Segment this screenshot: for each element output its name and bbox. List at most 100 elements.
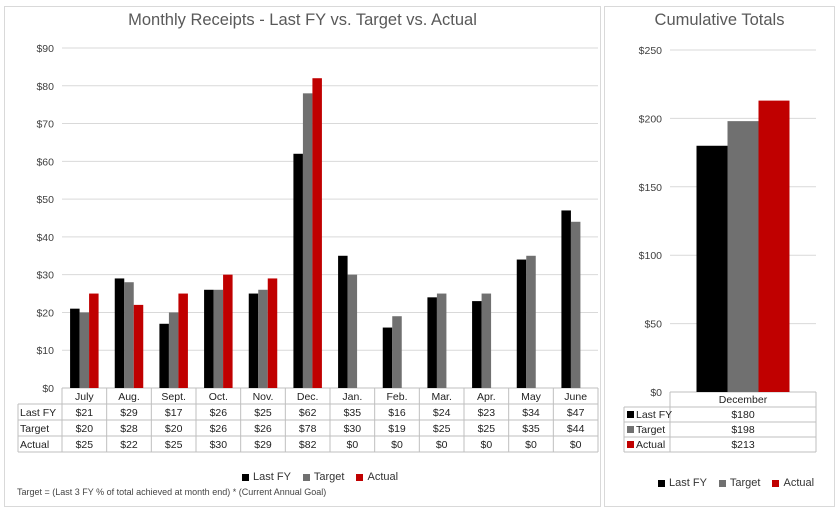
monthly-chart-title: Monthly Receipts - Last FY vs. Target vs… [128,11,477,29]
data-table-value: $30 [344,423,362,435]
data-table-value: $29 [120,407,138,419]
data-table-value: $82 [299,439,317,451]
y-tick-label: $70 [36,119,54,131]
data-table-value: $20 [76,423,94,435]
data-table-series-name: Last FY [636,409,672,421]
y-tick-label: $150 [639,182,663,194]
data-table-value: $0 [525,439,537,451]
y-tick-label: $50 [644,319,662,331]
x-tick-label: July [75,391,94,403]
bar-actual [223,274,233,388]
bar-last-fy [159,323,169,388]
data-table-value: $19 [388,423,406,435]
y-tick-label: $100 [639,250,663,262]
data-table-value: $180 [731,409,755,421]
x-tick-label: December [719,394,768,406]
bar-last-fy [204,289,214,388]
legend-item-actual: Actual [356,471,398,483]
data-table-value: $0 [346,439,358,451]
bar-target [79,312,90,388]
data-table-value: $0 [480,439,492,451]
data-table-value: $34 [522,407,540,419]
bar-target [392,316,402,388]
data-table-value: $29 [254,439,272,451]
data-table-value: $35 [522,423,540,435]
data-table-value: $20 [165,423,183,435]
data-table-value: $47 [567,407,585,419]
cumulative-chart-title: Cumulative Totals [654,11,785,29]
legend-item-actual: Actual [772,477,814,489]
bar-actual [178,293,188,388]
x-tick-label: May [521,391,542,403]
bar-target [213,289,224,388]
bar-target [168,312,179,388]
bar-last-fy [382,327,393,388]
y-tick-label: $0 [650,387,662,399]
legend-item-last-fy: Last FY [242,471,291,483]
target-footnote: Target = (Last 3 FY % of total achieved … [17,487,327,497]
data-table-value: $30 [210,439,228,451]
legend-item-target: Target [718,477,760,489]
data-table-value: $25 [433,423,451,435]
data-table-value: $25 [254,407,272,419]
y-tick-label: $30 [36,270,54,282]
bar-last-fy [114,278,125,388]
data-table-series-name: Actual [636,439,665,451]
data-table-value: $24 [433,407,451,419]
y-tick-label: $250 [639,45,663,57]
data-table-value: $25 [165,439,183,451]
y-tick-label: $60 [36,156,54,168]
bar-last-fy [472,301,482,388]
data-table-value: $25 [478,423,496,435]
legend-item-last-fy: Last FY [658,477,707,489]
bar-actual [267,278,278,388]
data-table-value: $26 [254,423,272,435]
x-tick-label: Aug. [118,391,140,403]
bar-target [347,274,358,388]
y-tick-label: $200 [639,113,663,125]
x-tick-label: Apr. [477,391,496,403]
data-table-series-name: Actual [20,439,49,451]
data-table-value: $22 [120,439,138,451]
legend-item-target: Target [302,471,344,483]
y-tick-label: $90 [36,43,54,55]
data-table-value: $213 [731,439,755,451]
x-tick-label: Oct. [209,391,228,403]
bar-target [727,121,759,393]
x-tick-label: Nov. [253,391,274,403]
bar-last-fy [70,308,80,388]
data-table-series-name: Target [636,424,665,436]
data-table-series-name: Last FY [20,407,56,419]
y-tick-label: $80 [36,81,54,93]
bar-actual [312,78,322,388]
bar-last-fy [338,255,348,388]
y-tick-label: $20 [36,307,54,319]
x-tick-label: Jan. [342,391,362,403]
data-table-value: $0 [391,439,403,451]
bar-actual [758,100,790,392]
x-tick-label: Mar. [431,391,451,403]
data-table-value: $62 [299,407,317,419]
bar-last-fy [427,297,437,388]
data-table-value: $26 [210,407,228,419]
bar-last-fy [696,145,728,392]
y-tick-label: $0 [42,383,54,395]
legend-key-swatch [627,411,634,418]
bar-target [481,293,492,388]
data-table-value: $44 [567,423,585,435]
bar-last-fy [293,153,303,388]
monthly-legend: Last FY Target Actual [242,471,398,483]
legend-key-swatch [627,441,634,448]
bar-target [436,293,447,388]
legend-key-swatch [627,426,634,433]
bar-target [124,282,134,388]
data-table-value: $35 [344,407,362,419]
bar-last-fy [561,210,571,388]
x-tick-label: Dec. [297,391,319,403]
data-table-series-name: Target [20,423,49,435]
data-table-value: $17 [165,407,183,419]
bar-target [526,255,536,388]
y-tick-label: $40 [36,232,54,244]
y-tick-label: $50 [36,194,54,206]
x-tick-label: Feb. [386,391,407,403]
